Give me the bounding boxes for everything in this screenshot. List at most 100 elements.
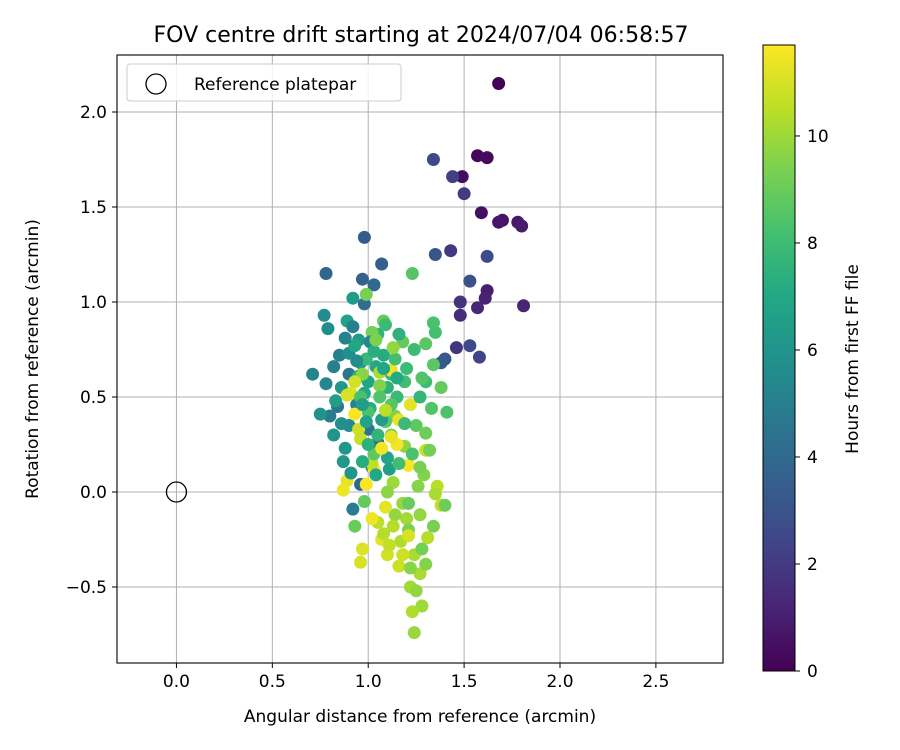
legend: Reference platepar [126,63,402,102]
colorbar-tick-label: 6 [807,341,818,361]
y-tick-label: 0.0 [80,483,107,503]
data-point [359,287,373,301]
data-point [463,339,477,353]
data-point [378,403,392,417]
data-point [388,508,402,522]
data-point [403,561,417,575]
data-point [413,460,427,474]
data-point [426,316,440,330]
data-point [409,419,423,432]
data-point [405,267,419,280]
y-tick-label: 1.0 [80,293,107,313]
data-point [380,485,394,499]
data-point [365,512,379,526]
data-point [396,548,410,562]
data-point [480,151,494,165]
x-ticks: 0.0 0.5 1.0 1.5 2.0 2.5 [163,663,669,692]
colorbar-tick-label: 8 [807,234,818,254]
data-point [401,496,415,510]
data-point [319,377,333,391]
data-point [319,267,333,280]
data-point [380,451,394,465]
data-point [428,487,442,501]
data-point [313,407,327,421]
data-point [415,542,429,556]
data-point [392,559,406,573]
data-point [474,206,488,220]
y-tick-label: 1.5 [80,198,107,218]
legend-open-circle-icon [145,73,167,95]
data-point [413,390,427,404]
data-point [419,337,433,351]
data-point [369,468,383,482]
y-axis-label: Rotation from reference (arcmin) [23,219,43,499]
data-point [405,605,419,619]
data-point [355,272,369,286]
data-point [317,308,331,322]
data-point [392,457,406,470]
reference-platepar-marker [165,481,188,503]
data-point [478,291,492,305]
data-point [455,170,469,184]
data-point [344,466,358,480]
data-point [407,626,421,640]
colorbar-label: Hours from first FF file [843,264,863,454]
data-point [492,77,506,90]
data-point [377,527,391,541]
x-tick-label: 0.5 [259,672,286,692]
data-point [348,339,362,353]
x-tick-label: 1.0 [355,672,382,692]
data-point [426,358,440,372]
data-point [480,249,494,263]
data-point [321,322,335,336]
data-point [472,350,486,364]
data-point [426,519,440,533]
data-point [357,230,371,244]
data-point [425,401,439,415]
data-point [338,331,352,345]
data-point [378,500,392,514]
data-point [382,538,396,552]
data-point [382,462,396,476]
colorbar-gradient [762,44,796,672]
data-point [348,375,362,389]
data-point [377,362,391,375]
data-point [421,531,435,545]
y-tick-label: 2.0 [80,103,107,123]
data-point [357,495,371,508]
data-point [338,441,352,455]
colorbar-tick-label: 0 [807,662,818,682]
data-point [413,508,427,522]
data-point [409,584,423,598]
data-points [306,77,531,640]
data-point [517,299,531,313]
x-tick-label: 2.0 [546,672,573,692]
data-point [354,555,368,569]
data-point [405,447,419,461]
data-point [346,502,360,516]
data-point [355,455,369,469]
x-tick-label: 2.5 [642,672,669,692]
data-point [453,295,467,309]
plot-frame [116,54,724,664]
data-point [336,455,350,469]
data-point [375,441,389,455]
data-point [457,187,471,201]
data-point [438,498,452,512]
data-point [384,430,398,444]
data-point [426,153,440,166]
data-point [340,388,354,402]
data-point [449,341,463,355]
data-point [453,308,467,322]
data-point [415,599,429,613]
data-point [348,519,362,533]
data-point [407,343,421,356]
data-point [355,542,369,556]
data-point [392,327,406,341]
data-point [367,278,381,292]
data-point [440,405,454,419]
data-point [398,417,412,431]
data-point [369,333,383,347]
x-tick-label: 1.5 [451,672,478,692]
